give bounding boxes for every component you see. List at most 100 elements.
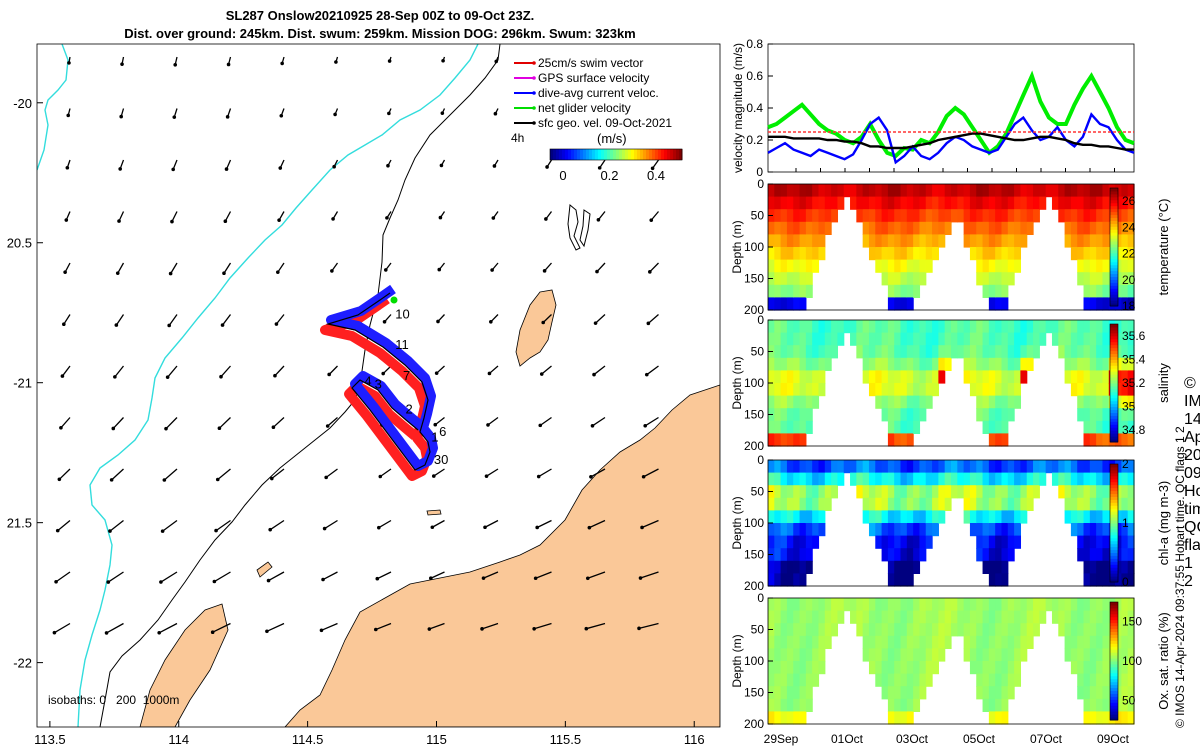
section-cell	[831, 472, 839, 486]
section-cell	[818, 332, 826, 346]
section-cell	[1077, 196, 1085, 210]
section-cell	[786, 673, 794, 687]
section-cell	[812, 623, 820, 637]
colorbar-step	[568, 149, 572, 160]
section-cell	[906, 196, 914, 210]
section-cell	[881, 673, 889, 687]
section-cell	[1083, 408, 1091, 422]
section-cell	[982, 284, 990, 298]
date-tick-label: 29Sep	[764, 732, 799, 746]
section-cell	[774, 408, 782, 422]
section-cell	[925, 535, 933, 549]
section-cell	[818, 460, 826, 474]
section-cell	[1127, 297, 1135, 311]
current-arrowhead	[165, 375, 170, 379]
section-cell	[988, 221, 996, 235]
section-cell	[862, 598, 870, 612]
credit-label: © IMOS 14-Apr-2024 09:37:55 Hobart time.…	[1173, 426, 1187, 728]
section-cell	[799, 686, 807, 700]
current-arrowhead	[322, 526, 327, 531]
isobath-label: isobaths: 0 200 1000m	[48, 693, 179, 707]
section-cell	[786, 383, 794, 397]
section-colorbar-step	[1110, 714, 1118, 718]
section-cell	[1001, 247, 1009, 261]
current-arrowhead	[427, 627, 432, 631]
section-cell	[1001, 510, 1009, 524]
current-arrow	[61, 365, 71, 377]
section-cell	[900, 284, 908, 298]
section-cell	[982, 548, 990, 562]
section-cell	[793, 320, 801, 334]
section-cell	[887, 370, 895, 384]
section-cell	[1064, 357, 1072, 371]
current-arrowhead	[217, 426, 222, 431]
day-label: 10	[395, 306, 409, 321]
section-cell	[988, 661, 996, 675]
section-cell	[799, 196, 807, 210]
section-cell	[1121, 284, 1129, 298]
section-cell	[1121, 661, 1129, 675]
section-cell	[1127, 370, 1135, 384]
section-cell	[1083, 345, 1091, 359]
section-cell	[894, 209, 902, 223]
section-cell	[906, 635, 914, 649]
section-cell	[1089, 383, 1097, 397]
section-cell	[875, 661, 883, 675]
section-cell	[982, 221, 990, 235]
section-cell	[786, 623, 794, 637]
section-cell	[1007, 383, 1015, 397]
section-cell	[1051, 472, 1059, 486]
section-cell	[875, 395, 883, 409]
colorbar-step	[580, 149, 584, 160]
section-cell	[786, 320, 794, 334]
section-cell	[1121, 184, 1129, 198]
section-cell	[1121, 332, 1129, 346]
section-cell	[919, 272, 927, 286]
section-colorbar-step	[1110, 335, 1118, 340]
section-cell	[1083, 209, 1091, 223]
section-cell	[1127, 284, 1135, 298]
section-cell	[856, 332, 864, 346]
colorbar-step	[571, 149, 575, 160]
current-arrowhead	[333, 112, 337, 117]
section-cell	[1115, 635, 1122, 649]
section-cell	[774, 635, 782, 649]
section-cell	[786, 698, 794, 712]
current-arrow	[170, 262, 178, 274]
section-cell	[805, 284, 813, 298]
section-cell	[786, 610, 794, 624]
section-cell	[1102, 523, 1110, 537]
section-cell	[913, 460, 921, 474]
section-cell	[1083, 395, 1091, 409]
section-cell	[812, 523, 820, 537]
section-cell	[768, 711, 775, 725]
section-cell	[1014, 234, 1022, 248]
section-cell	[1077, 272, 1085, 286]
section-cell	[1083, 510, 1091, 524]
current-arrow	[112, 417, 124, 429]
section-cell	[938, 460, 946, 474]
section-cell	[881, 234, 889, 248]
colorbar-tick-label: 0.4	[647, 168, 665, 183]
section-cell	[1096, 686, 1104, 700]
section-cell	[1001, 686, 1009, 700]
section-cell	[793, 370, 801, 384]
section-cell	[1033, 345, 1040, 359]
section-cell	[868, 184, 876, 198]
section-colorbar-label: Ox. sat. ratio (%)	[1156, 612, 1171, 710]
section-cell	[837, 196, 845, 210]
section-cell	[995, 345, 1003, 359]
section-cell	[1077, 259, 1085, 273]
current-arrowhead	[225, 115, 230, 119]
current-arrowhead	[383, 268, 388, 272]
section-colorbar-step	[1110, 255, 1118, 260]
section-cell	[887, 686, 895, 700]
section-cell	[1096, 196, 1104, 210]
section-colorbar-step	[1110, 576, 1118, 580]
current-arrowhead	[157, 630, 161, 635]
section-cell	[988, 510, 996, 524]
section-cell	[1115, 433, 1122, 447]
colorbar-step	[619, 149, 623, 160]
current-arrowhead	[276, 270, 280, 274]
section-colorbar-step	[1110, 400, 1118, 405]
